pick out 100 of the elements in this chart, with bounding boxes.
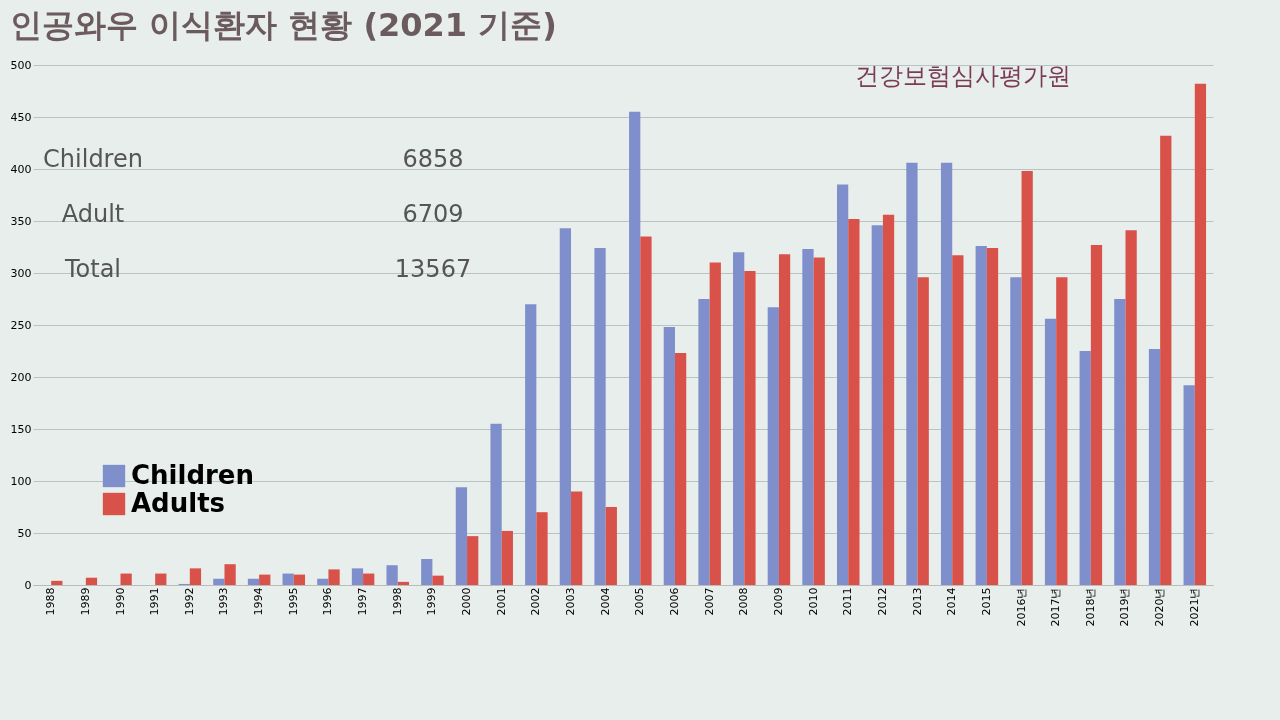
x-tick-label: 2005 (633, 587, 647, 616)
bar (259, 574, 271, 585)
bar (155, 573, 167, 585)
bar (51, 580, 63, 585)
bar (640, 236, 652, 585)
y-tick-label: 200 (10, 370, 32, 384)
bar (629, 111, 641, 585)
y-tick-label: 300 (10, 266, 32, 280)
bar (802, 249, 814, 585)
bar (917, 277, 929, 585)
x-tick-label: 1994 (252, 587, 266, 616)
y-tick-label: 100 (10, 474, 32, 488)
x-tick-label: 2014 (945, 587, 959, 616)
bar (940, 162, 953, 585)
bar (1021, 171, 1033, 585)
x-tick-label: 1993 (217, 587, 231, 616)
x-tick-label: 1998 (390, 587, 404, 616)
bar (293, 574, 306, 585)
bar (363, 573, 375, 585)
annotation: Adult (61, 200, 125, 228)
bar (871, 225, 883, 585)
bar (397, 581, 410, 585)
bar (351, 568, 364, 585)
x-tick-label: 1999 (425, 587, 439, 616)
bar (709, 262, 721, 585)
x-tick-label: 2018년 (1083, 587, 1097, 627)
x-tick-label: 1995 (286, 587, 300, 616)
y-tick-label: 400 (10, 162, 32, 176)
bar (189, 568, 202, 585)
bar (1183, 385, 1195, 585)
annotation: 6709 (402, 200, 464, 228)
bar (1114, 299, 1126, 585)
bar (536, 512, 548, 585)
y-tick-label: 50 (17, 526, 32, 540)
bar (571, 491, 583, 585)
bar (455, 487, 468, 585)
x-tick-label: 2006 (667, 587, 681, 616)
x-tick-label: 2000 (460, 587, 474, 616)
bar (848, 218, 860, 585)
x-tick-label: 2004 (598, 587, 612, 616)
bar (744, 270, 756, 585)
bar (674, 353, 687, 585)
bar (501, 530, 513, 585)
x-tick-label: 1992 (182, 587, 196, 616)
x-tick-label: 2002 (529, 587, 543, 616)
x-tick-label: 2001 (494, 587, 508, 616)
x-tick-label: 2019년 (1118, 587, 1132, 627)
bar (1044, 318, 1057, 585)
bar (85, 577, 98, 585)
bar (317, 578, 329, 585)
x-tick-label: 2016년 (1014, 587, 1028, 627)
bar (986, 248, 999, 585)
x-tick-label: 2013 (910, 587, 924, 616)
bar (778, 254, 791, 585)
x-tick-label: 1991 (148, 587, 162, 616)
y-tick-label: 350 (10, 214, 32, 228)
y-tick-label: 450 (10, 110, 32, 124)
bar (328, 569, 340, 585)
bar (767, 307, 779, 585)
annotation: 13567 (394, 255, 472, 283)
bar (224, 564, 236, 585)
bar (386, 565, 398, 585)
x-tick-label: 1989 (78, 587, 92, 616)
bar (882, 214, 895, 585)
bar (1010, 277, 1022, 585)
annotation: 건강보험심사평가원 (855, 62, 1071, 90)
bar (467, 536, 479, 585)
x-tick-label: 1990 (113, 587, 127, 616)
bar (733, 252, 745, 585)
bar (1079, 351, 1091, 585)
bar (490, 423, 502, 585)
legend-label: Children (131, 460, 254, 490)
x-tick-label: 1988 (44, 587, 58, 616)
bar (975, 245, 987, 585)
x-tick-label: 2007 (702, 587, 716, 616)
x-tick-label: 2021년 (1187, 587, 1201, 627)
y-tick-label: 150 (10, 422, 32, 436)
x-tick-label: 2015 (979, 587, 993, 616)
x-tick-label: 2012 (875, 587, 889, 616)
bar (594, 248, 606, 585)
bar (663, 327, 675, 585)
x-tick-label: 2017년 (1049, 587, 1063, 627)
x-tick-label: 1997 (356, 587, 370, 616)
bar (421, 559, 433, 585)
bar (282, 573, 294, 585)
x-tick-label: 2008 (737, 587, 751, 616)
bar (1160, 135, 1172, 585)
y-tick-label: 500 (10, 58, 32, 72)
bar (906, 162, 918, 585)
bar (525, 304, 537, 585)
x-tick-label: 1996 (321, 587, 335, 616)
x-tick-label: 2003 (564, 587, 578, 616)
bar (952, 255, 964, 585)
bar (1056, 277, 1068, 585)
bar (698, 299, 710, 585)
bar (432, 575, 444, 585)
bar (120, 573, 132, 585)
bar (836, 184, 849, 585)
bar (1090, 244, 1103, 585)
bar (559, 228, 572, 585)
